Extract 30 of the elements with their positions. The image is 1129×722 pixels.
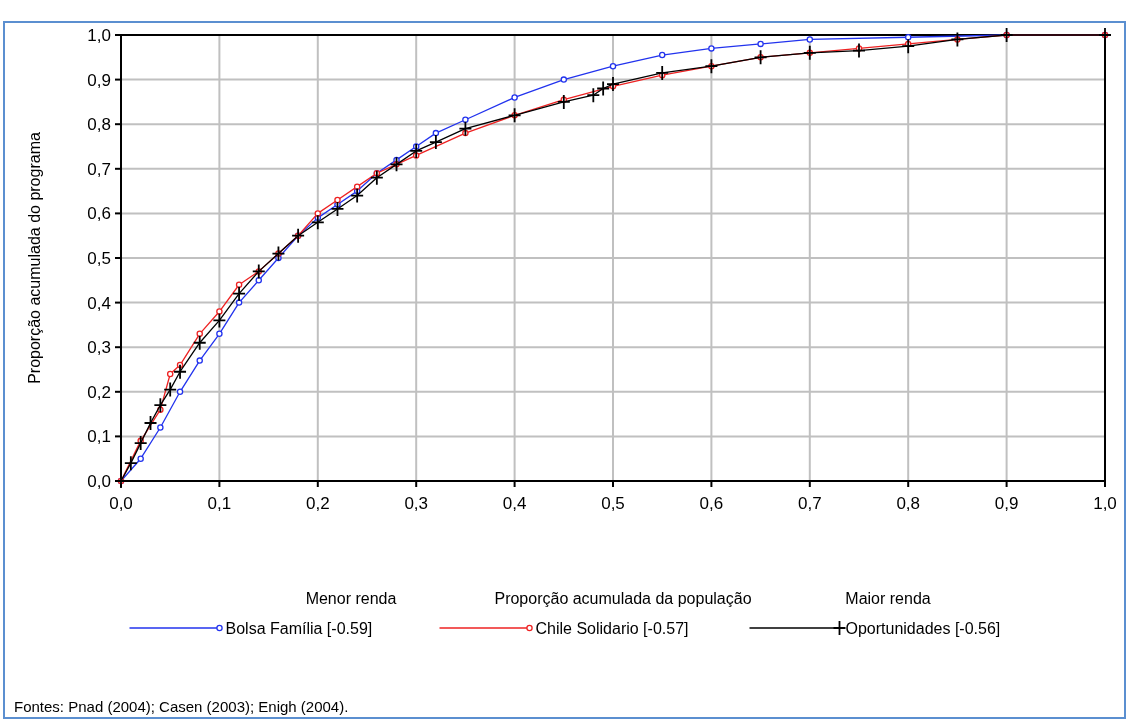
y-tick-label: 0,5 (87, 249, 111, 268)
y-tick-label: 0,8 (87, 115, 111, 135)
y-tick-label: 0,6 (87, 204, 111, 224)
x-tick-label: 0,0 (109, 494, 133, 513)
y-tick-label: 0,2 (87, 382, 111, 402)
legend-label: Oportunidades [-0.56] (845, 620, 1001, 637)
x-tick-label: 1,0 (1093, 494, 1117, 513)
x-tick-label: 0,3 (404, 494, 429, 513)
y-tick-label: 0,3 (87, 338, 111, 358)
text: Menor renda (305, 590, 397, 607)
x-tick-label: 0,4 (502, 494, 527, 513)
x-tick-label: 0,9 (994, 494, 1019, 513)
y-tick-label: 0,7 (87, 159, 111, 179)
y-axis-title: Proporção acumulada do programa (26, 132, 43, 384)
y-tick-label: 0,9 (87, 70, 111, 90)
legend-label: Chile Solidario [-0.57] (535, 620, 689, 637)
y-tick-label: 1,0 (87, 26, 111, 45)
y-tick-label: 0,4 (87, 293, 111, 313)
y-tick-label: 0,0 (87, 472, 111, 491)
x-tick-label: 0,7 (797, 494, 822, 513)
text: Fontes: Pnad (2004); Casen (2003); Enigh (2004). (14, 698, 349, 715)
x-tick-label: 0,6 (699, 494, 724, 513)
x-tick-label: 0,5 (601, 494, 625, 513)
x-axis-title: Proporção acumulada da população (494, 590, 752, 607)
x-tick-label: 0,1 (207, 494, 232, 513)
y-tick-label: 0,1 (87, 427, 111, 447)
legend-label: Bolsa Família [-0.59] (225, 620, 373, 637)
x-tick-label: 0,8 (896, 494, 921, 513)
x-tick-label: 0,2 (305, 494, 330, 513)
text: Maior renda (845, 590, 931, 607)
